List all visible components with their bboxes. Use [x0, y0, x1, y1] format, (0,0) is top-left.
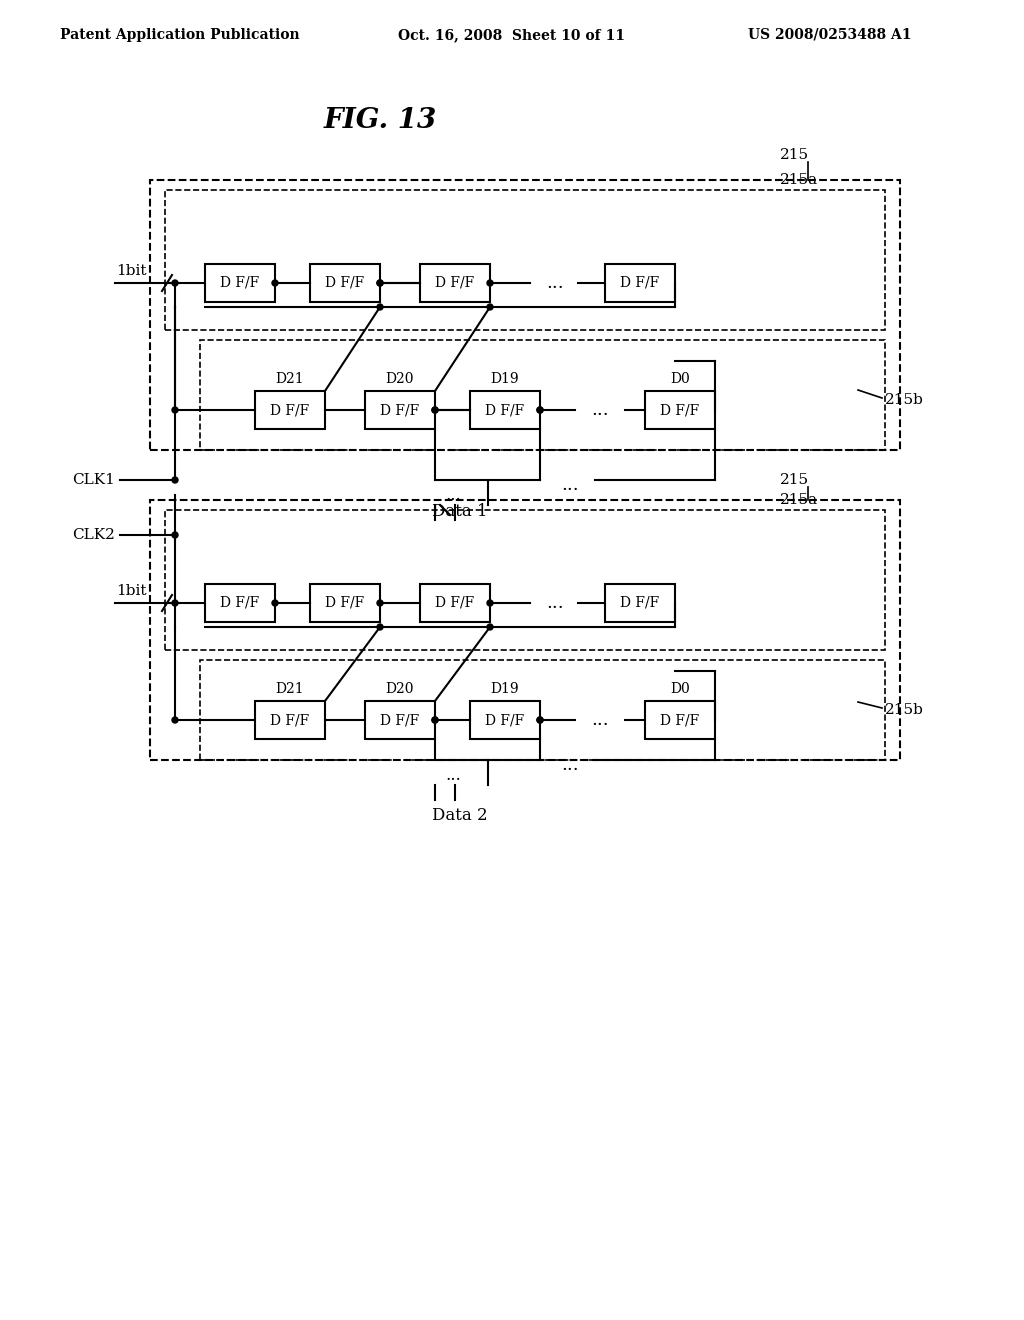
- Circle shape: [172, 601, 178, 606]
- Text: D F/F: D F/F: [621, 276, 659, 290]
- Circle shape: [432, 717, 438, 723]
- Text: 215b: 215b: [885, 393, 924, 407]
- Text: D F/F: D F/F: [660, 713, 699, 727]
- Circle shape: [172, 532, 178, 539]
- Circle shape: [487, 304, 493, 310]
- Circle shape: [377, 280, 383, 286]
- Text: Data 1: Data 1: [432, 503, 487, 520]
- Bar: [310, 583, 380, 622]
- Text: 215: 215: [780, 473, 809, 487]
- Circle shape: [487, 624, 493, 630]
- Text: D0: D0: [670, 372, 690, 385]
- Text: Patent Application Publication: Patent Application Publication: [60, 28, 300, 42]
- Circle shape: [432, 407, 438, 413]
- Text: US 2008/0253488 A1: US 2008/0253488 A1: [749, 28, 911, 42]
- Circle shape: [487, 280, 493, 286]
- Text: 215a: 215a: [780, 173, 818, 187]
- Circle shape: [377, 601, 383, 606]
- Text: D F/F: D F/F: [326, 597, 365, 610]
- Bar: [645, 701, 715, 739]
- Text: D20: D20: [386, 372, 415, 385]
- Text: D F/F: D F/F: [270, 713, 309, 727]
- Text: D F/F: D F/F: [326, 276, 365, 290]
- Circle shape: [432, 717, 438, 723]
- Text: D F/F: D F/F: [220, 276, 260, 290]
- Circle shape: [537, 717, 543, 723]
- Circle shape: [172, 280, 178, 286]
- Text: D21: D21: [275, 682, 304, 696]
- Bar: [165, 190, 885, 330]
- Bar: [310, 264, 380, 302]
- Bar: [255, 701, 325, 739]
- Circle shape: [537, 717, 543, 723]
- Circle shape: [537, 407, 543, 413]
- Text: D19: D19: [490, 682, 519, 696]
- Bar: [200, 341, 885, 450]
- Text: D F/F: D F/F: [435, 597, 475, 610]
- Circle shape: [377, 624, 383, 630]
- Text: Oct. 16, 2008  Sheet 10 of 11: Oct. 16, 2008 Sheet 10 of 11: [398, 28, 626, 42]
- Bar: [165, 510, 885, 649]
- Bar: [205, 583, 275, 622]
- Bar: [205, 264, 275, 302]
- Circle shape: [377, 304, 383, 310]
- Text: ...: ...: [561, 477, 579, 494]
- Text: ...: ...: [445, 487, 461, 503]
- Text: D F/F: D F/F: [380, 713, 420, 727]
- Text: ...: ...: [445, 767, 461, 784]
- Text: ...: ...: [561, 756, 579, 774]
- Text: D F/F: D F/F: [380, 403, 420, 417]
- Circle shape: [537, 407, 543, 413]
- Text: Data 2: Data 2: [432, 807, 487, 824]
- Text: D F/F: D F/F: [435, 276, 475, 290]
- Circle shape: [172, 717, 178, 723]
- Text: 215b: 215b: [885, 704, 924, 717]
- Bar: [150, 180, 900, 450]
- Text: D F/F: D F/F: [485, 403, 524, 417]
- Bar: [470, 391, 540, 429]
- Text: D F/F: D F/F: [660, 403, 699, 417]
- Circle shape: [172, 477, 178, 483]
- Text: CLK2: CLK2: [72, 528, 115, 543]
- Text: D0: D0: [670, 682, 690, 696]
- Bar: [605, 264, 675, 302]
- Bar: [470, 701, 540, 739]
- Text: 215a: 215a: [780, 492, 818, 507]
- Circle shape: [432, 407, 438, 413]
- Text: ...: ...: [546, 275, 564, 292]
- Text: D F/F: D F/F: [621, 597, 659, 610]
- Text: D20: D20: [386, 682, 415, 696]
- Text: 1bit: 1bit: [117, 583, 147, 598]
- Text: D F/F: D F/F: [270, 403, 309, 417]
- Text: ...: ...: [546, 594, 564, 612]
- Bar: [365, 391, 435, 429]
- Text: CLK1: CLK1: [72, 473, 115, 487]
- Text: 215: 215: [780, 148, 809, 162]
- Circle shape: [172, 407, 178, 413]
- Bar: [605, 583, 675, 622]
- Circle shape: [272, 280, 278, 286]
- Text: D19: D19: [490, 372, 519, 385]
- Text: D F/F: D F/F: [485, 713, 524, 727]
- Text: ...: ...: [591, 401, 609, 418]
- Bar: [365, 701, 435, 739]
- Text: ...: ...: [591, 711, 609, 729]
- Text: FIG. 13: FIG. 13: [324, 107, 436, 133]
- Text: D21: D21: [275, 372, 304, 385]
- Bar: [420, 264, 490, 302]
- Circle shape: [377, 280, 383, 286]
- Bar: [645, 391, 715, 429]
- Circle shape: [272, 601, 278, 606]
- Bar: [150, 500, 900, 760]
- Text: D F/F: D F/F: [220, 597, 260, 610]
- Bar: [200, 660, 885, 760]
- Circle shape: [487, 601, 493, 606]
- Bar: [420, 583, 490, 622]
- Bar: [255, 391, 325, 429]
- Text: 1bit: 1bit: [117, 264, 147, 279]
